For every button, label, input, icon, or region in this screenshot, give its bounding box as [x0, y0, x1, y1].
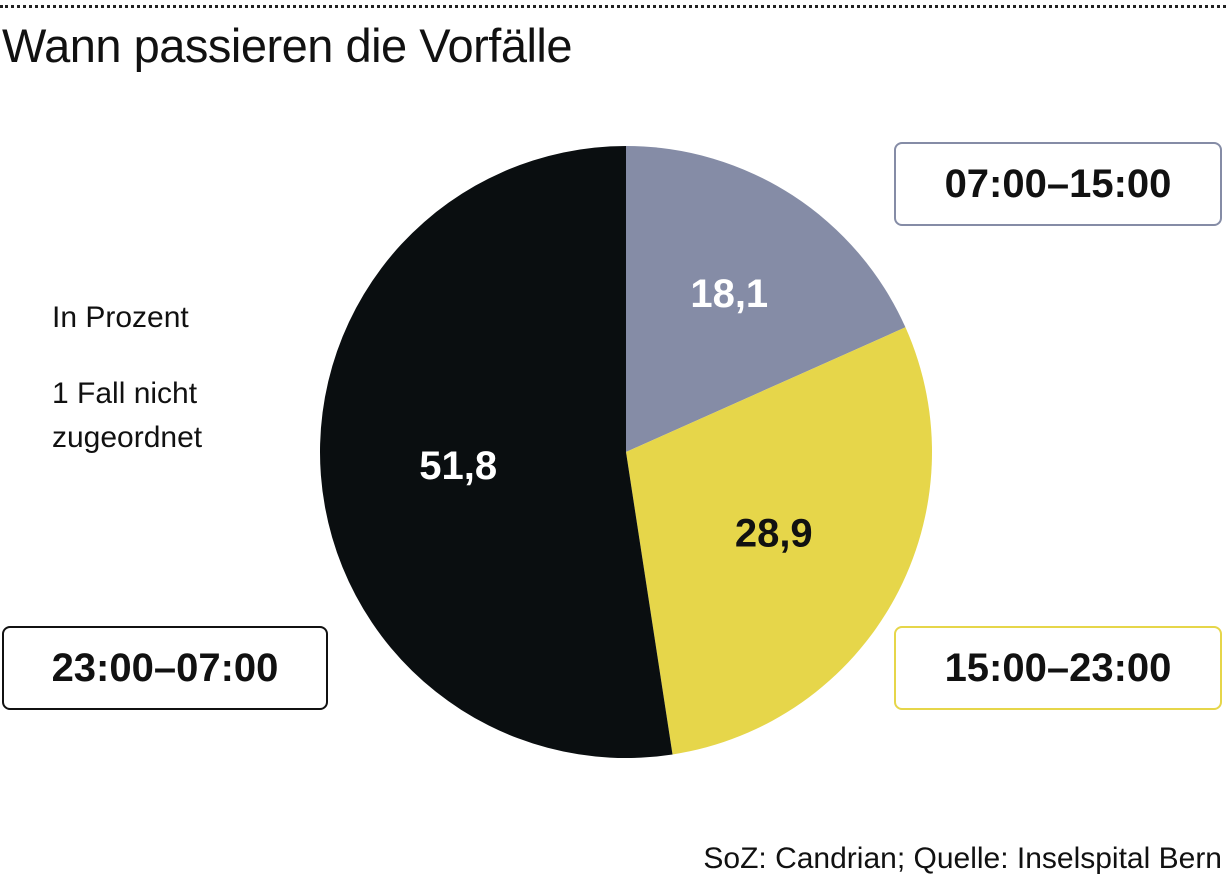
- slice-label-morning: 18,1: [690, 272, 768, 316]
- slice-label-night: 51,8: [419, 444, 497, 488]
- source-credit: SoZ: Candrian; Quelle: Inselspital Bern: [703, 842, 1222, 875]
- slice-night: [320, 146, 673, 758]
- slice-evening: [626, 327, 932, 755]
- unit-note: In Prozent: [52, 301, 189, 334]
- top-dotted-rule: [0, 5, 1226, 8]
- chart-title: Wann passieren die Vorfälle: [2, 19, 572, 72]
- legend-box-morning: 07:00–15:00: [894, 142, 1222, 226]
- unassigned-note: 1 Fall nicht zugeordnet: [52, 377, 203, 454]
- slice-morning: [626, 146, 906, 452]
- legend-box-evening: 15:00–23:00: [894, 626, 1222, 710]
- legend-box-night: 23:00–07:00: [2, 626, 328, 710]
- slice-label-evening: 28,9: [735, 512, 813, 556]
